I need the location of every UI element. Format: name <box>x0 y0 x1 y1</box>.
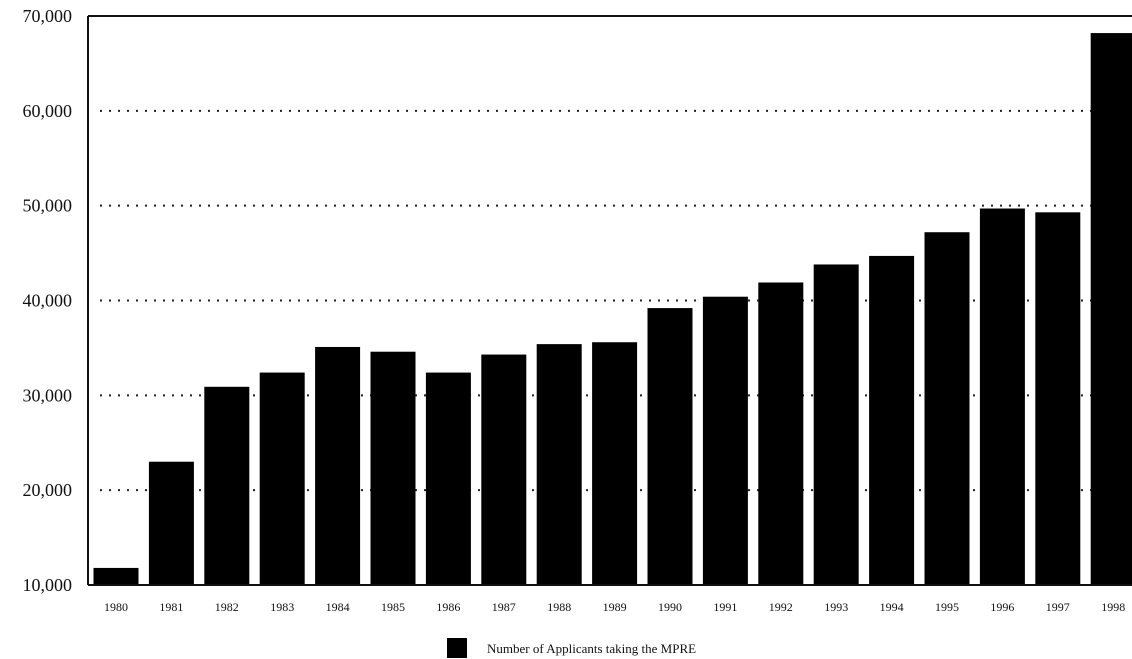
x-tick-label: 1981 <box>159 600 183 614</box>
x-tick-label: 1987 <box>492 600 516 614</box>
bar-1993 <box>813 264 859 585</box>
x-tick-label: 1982 <box>215 600 239 614</box>
x-tick-label: 1990 <box>658 600 682 614</box>
x-tick-label: 1991 <box>713 600 737 614</box>
bar-1983 <box>259 372 305 585</box>
bar-1991 <box>702 296 748 585</box>
x-tick-label: 1996 <box>990 600 1014 614</box>
x-tick-label: 1994 <box>880 600 904 614</box>
legend: Number of Applicants taking the MPRE <box>447 638 696 658</box>
legend-label: Number of Applicants taking the MPRE <box>487 641 696 656</box>
y-tick-label: 60,000 <box>23 101 73 121</box>
x-tick-label: 1992 <box>769 600 793 614</box>
x-tick-label: 1985 <box>381 600 405 614</box>
bar-1997 <box>1035 212 1081 585</box>
y-tick-label: 70,000 <box>23 6 73 26</box>
bar-1982 <box>204 386 250 585</box>
bar-1987 <box>481 354 527 585</box>
bar-1992 <box>758 282 804 585</box>
x-tick-label: 1997 <box>1046 600 1070 614</box>
bar-1980 <box>93 567 139 585</box>
bar-1990 <box>647 308 693 585</box>
legend-swatch <box>447 638 467 658</box>
x-axis-ticks: 1980 1981 1982 1983 1984 1985 1986 1987 1988 1989… <box>104 600 1125 614</box>
y-tick-label: 20,000 <box>23 480 73 500</box>
plot-frame <box>87 15 1132 586</box>
bar-1984 <box>315 346 361 585</box>
x-tick-label: 1983 <box>270 600 294 614</box>
x-tick-label: 1980 <box>104 600 128 614</box>
bar-1994 <box>869 255 915 585</box>
y-tick-label: 50,000 <box>23 196 73 216</box>
x-tick-label: 1993 <box>824 600 848 614</box>
x-tick-label: 1986 <box>436 600 460 614</box>
x-tick-label: 1989 <box>603 600 627 614</box>
bar-1989 <box>592 342 638 585</box>
bar-1995 <box>924 232 970 585</box>
y-axis-ticks: 10,000 20,000 30,000 40,000 50,000 60,000 70,0… <box>23 6 73 595</box>
bar-1985 <box>370 351 416 585</box>
y-tick-label: 40,000 <box>23 291 73 311</box>
bar-1986 <box>425 372 471 585</box>
bar-1998 <box>1090 33 1132 585</box>
bar-1981 <box>148 461 194 585</box>
y-tick-label: 10,000 <box>23 575 73 595</box>
bar-1996 <box>979 208 1025 586</box>
x-tick-label: 1988 <box>547 600 571 614</box>
y-tick-label: 30,000 <box>23 385 73 405</box>
x-tick-label: 1998 <box>1101 600 1125 614</box>
bar-1988 <box>536 344 582 585</box>
bars <box>93 33 1132 586</box>
x-tick-label: 1995 <box>935 600 959 614</box>
x-tick-label: 1984 <box>326 600 350 614</box>
